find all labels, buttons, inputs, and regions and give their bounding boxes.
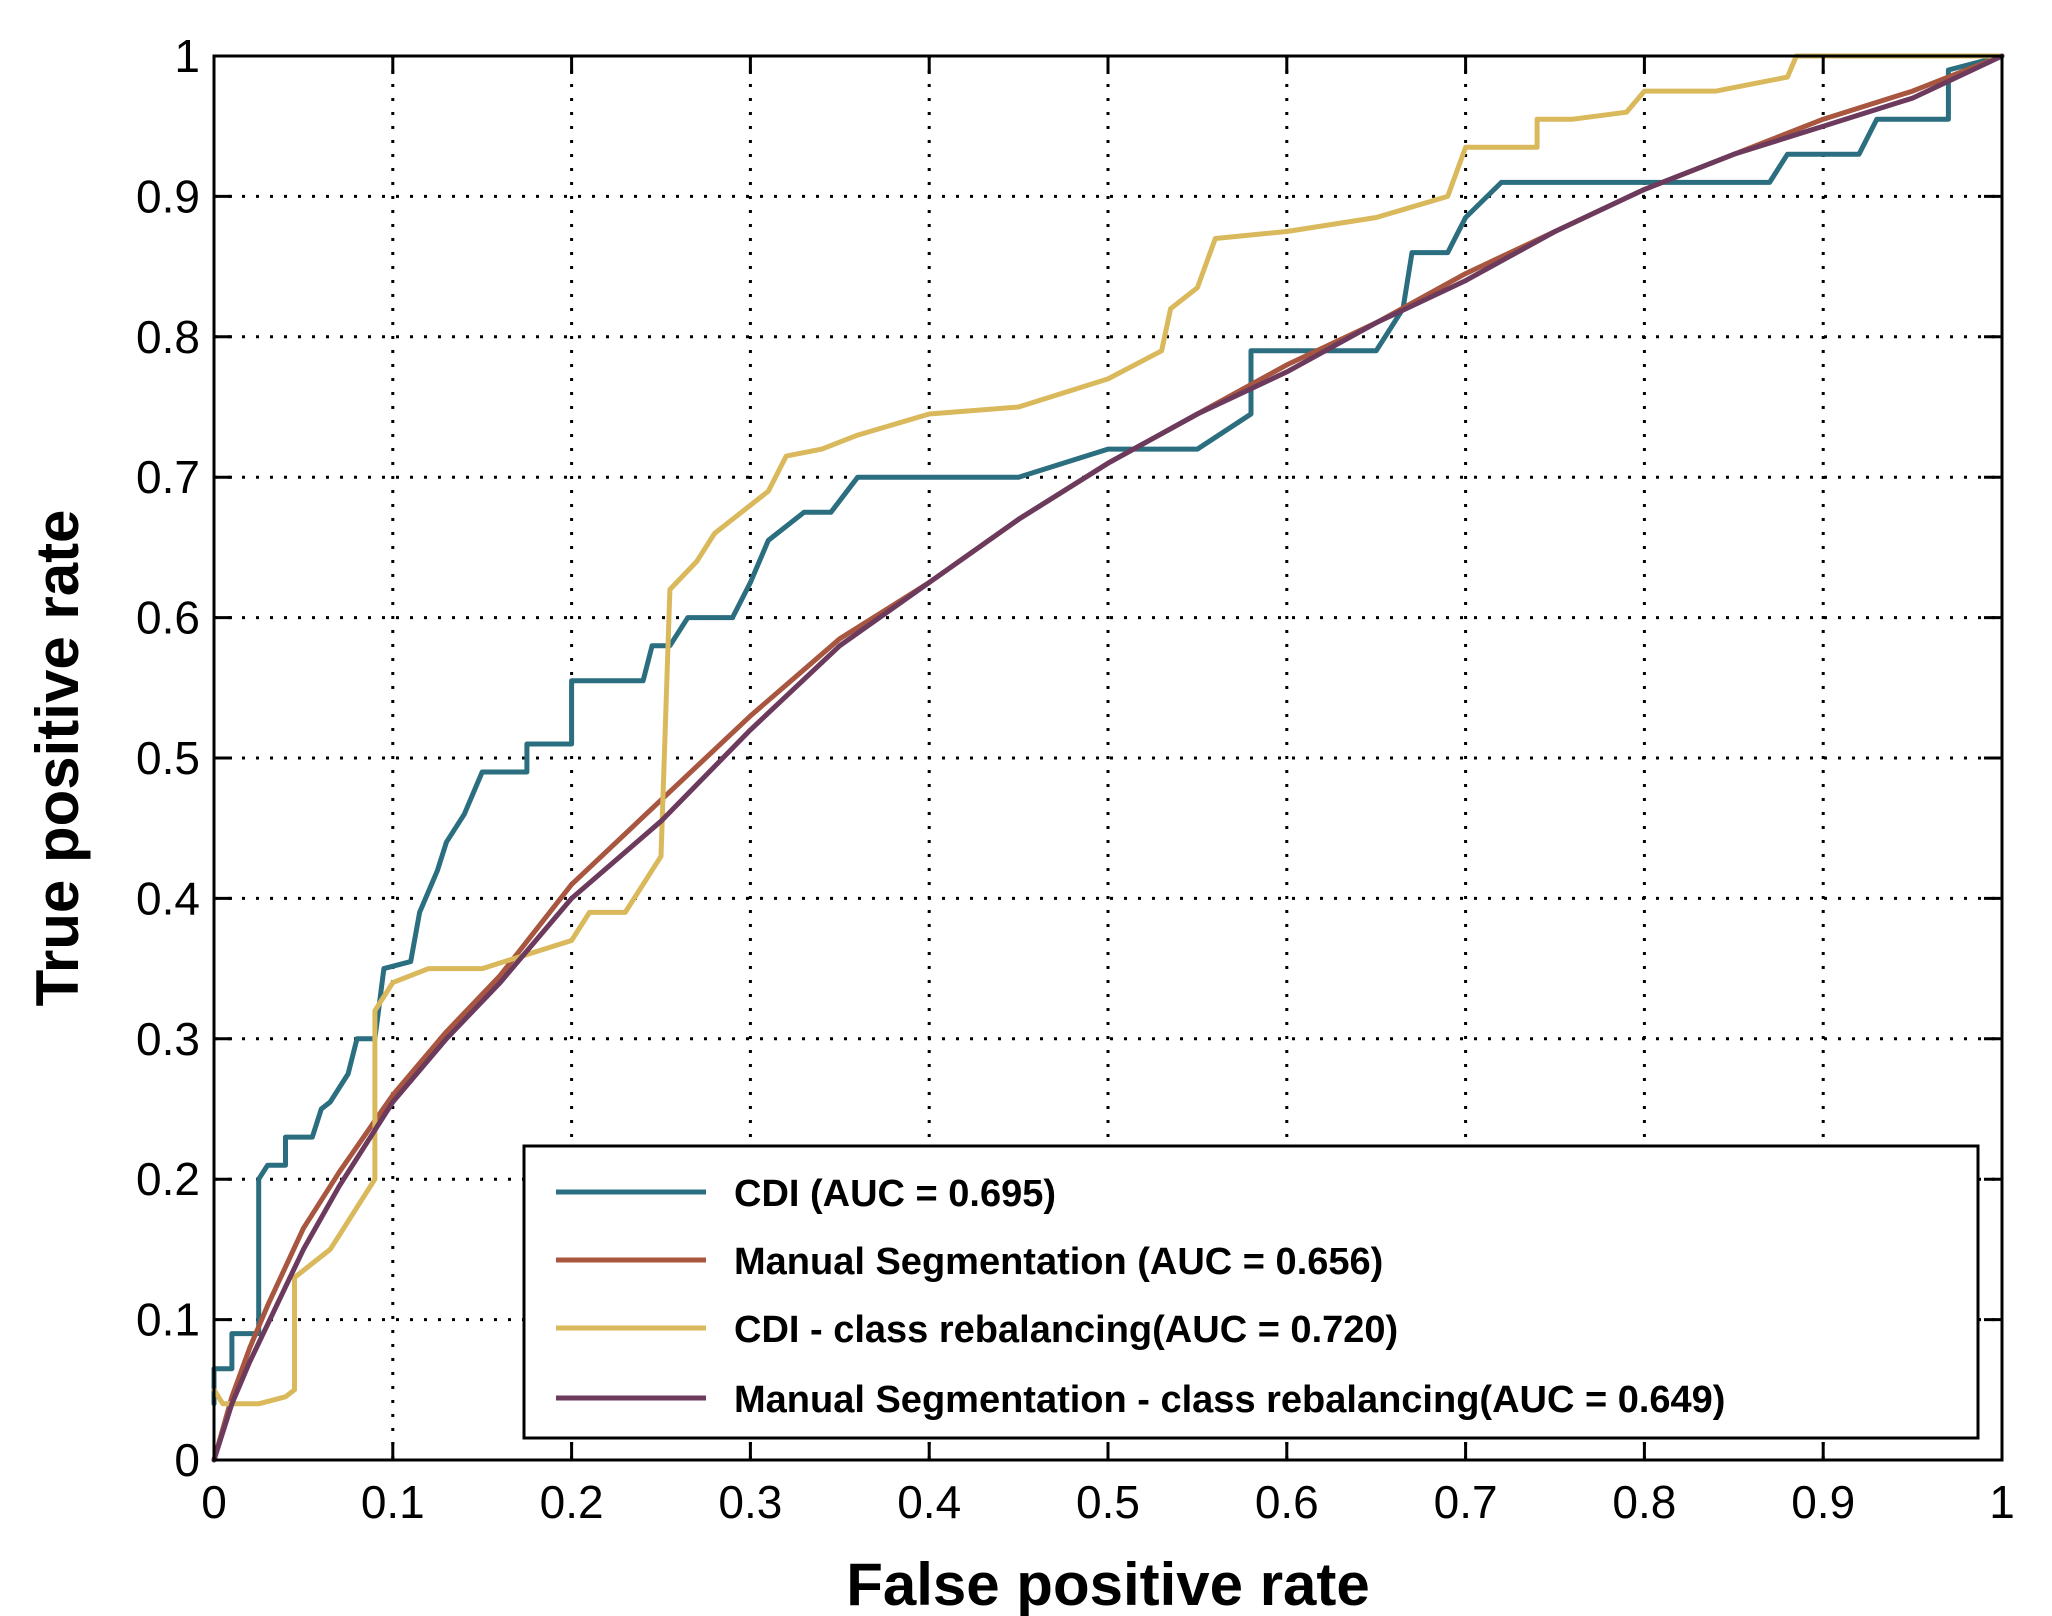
x-tick-label: 0.6 bbox=[1255, 1476, 1319, 1528]
series-line-4 bbox=[211, 53, 2005, 1463]
x-tick-label: 0 bbox=[201, 1476, 227, 1528]
legend: CDI (AUC = 0.695) Manual Segmentation (AU… bbox=[522, 1144, 1980, 1440]
x-tick-label: 0.9 bbox=[1791, 1476, 1855, 1528]
x-tick-label: 1 bbox=[1989, 1476, 2015, 1528]
y-tick-label: 0.2 bbox=[136, 1153, 200, 1205]
x-tick-label: 0.2 bbox=[540, 1476, 604, 1528]
legend-label-3: CDI - class rebalancing(AUC = 0.720) bbox=[734, 1309, 1398, 1351]
x-tick-label: 0.8 bbox=[1612, 1476, 1676, 1528]
y-tick-label: 0.4 bbox=[136, 872, 200, 924]
y-tick-label: 0.9 bbox=[136, 170, 200, 222]
x-tick-label: 0.4 bbox=[897, 1476, 961, 1528]
y-axis-title: True positive rate bbox=[24, 510, 91, 1007]
tick-labels: 0 0.1 0.2 0.3 0.4 0.5 0.6 0.7 0.8 0.9 1 0 0.1 0.2 0.3 0… bbox=[136, 30, 2015, 1528]
y-tick-label: 0.3 bbox=[136, 1013, 200, 1065]
y-tick-label: 0.7 bbox=[136, 451, 200, 503]
series-group bbox=[211, 53, 2005, 1463]
x-tick-label: 0.5 bbox=[1076, 1476, 1140, 1528]
y-tick-label: 0.1 bbox=[136, 1294, 200, 1346]
y-tick-label: 1 bbox=[174, 30, 200, 82]
legend-label-4: Manual Segmentation - class rebalancing(… bbox=[734, 1379, 1725, 1421]
legend-box bbox=[522, 1144, 1980, 1440]
series-line-3 bbox=[211, 53, 2005, 1407]
x-axis-title: False positive rate bbox=[846, 1551, 1370, 1616]
x-tick-label: 0.3 bbox=[718, 1476, 782, 1528]
grid bbox=[214, 56, 2002, 1460]
tick-marks bbox=[212, 54, 2004, 1462]
series-line-1 bbox=[211, 53, 2005, 1407]
y-tick-label: 0.5 bbox=[136, 732, 200, 784]
legend-label-1: CDI (AUC = 0.695) bbox=[734, 1173, 1056, 1215]
legend-label-2: Manual Segmentation (AUC = 0.656) bbox=[734, 1241, 1383, 1283]
x-tick-label: 0.1 bbox=[361, 1476, 425, 1528]
y-tick-label: 0 bbox=[174, 1434, 200, 1486]
y-tick-label: 0.6 bbox=[136, 592, 200, 644]
y-tick-label: 0.8 bbox=[136, 311, 200, 363]
x-tick-label: 0.7 bbox=[1434, 1476, 1498, 1528]
